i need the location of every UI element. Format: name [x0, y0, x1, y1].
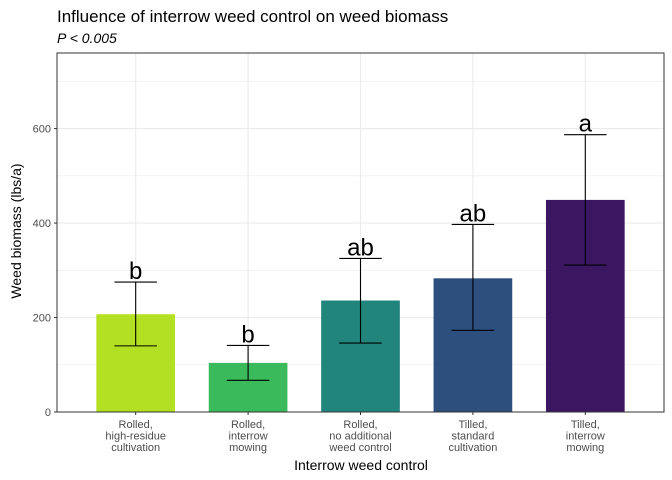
- error-bar: [564, 134, 607, 266]
- y-tick-label: 200: [33, 313, 51, 325]
- significance-letter: b: [241, 321, 254, 348]
- significance-letter: ab: [460, 200, 487, 227]
- error-bar: [114, 281, 157, 347]
- error-bars: [114, 134, 607, 381]
- error-bar: [339, 257, 382, 344]
- x-tick-label: Tilled, standard cultivation: [448, 419, 497, 454]
- x-axis-title: Interrow weed control: [294, 457, 428, 473]
- x-tick-label: Tilled, interrow mowing: [566, 419, 605, 454]
- x-axis-ticks: Rolled, high-residue cultivation Rolled, int…: [105, 412, 605, 454]
- error-bar: [226, 344, 270, 381]
- y-tick-label: 400: [33, 218, 51, 230]
- chart-subtitle: P < 0.005: [57, 30, 117, 46]
- significance-letter: ab: [347, 234, 374, 261]
- x-tick-label: Rolled, no additional weed control: [328, 419, 391, 454]
- y-axis-ticks: 0 200 400 600: [33, 124, 57, 419]
- x-tick-label: Rolled, high-residue cultivation: [105, 419, 166, 454]
- chart-title: Influence of interrow weed control on we…: [57, 7, 448, 26]
- significance-letters: b b ab ab a: [129, 111, 593, 349]
- significance-letter: a: [579, 111, 593, 138]
- y-tick-label: 600: [33, 124, 51, 136]
- y-axis-title: Weed biomass (lbs/a): [8, 163, 24, 298]
- x-tick-label: Rolled, interrow mowing: [229, 419, 268, 454]
- significance-letter: b: [129, 258, 142, 285]
- y-tick-label: 0: [45, 407, 51, 419]
- error-bar: [451, 223, 495, 331]
